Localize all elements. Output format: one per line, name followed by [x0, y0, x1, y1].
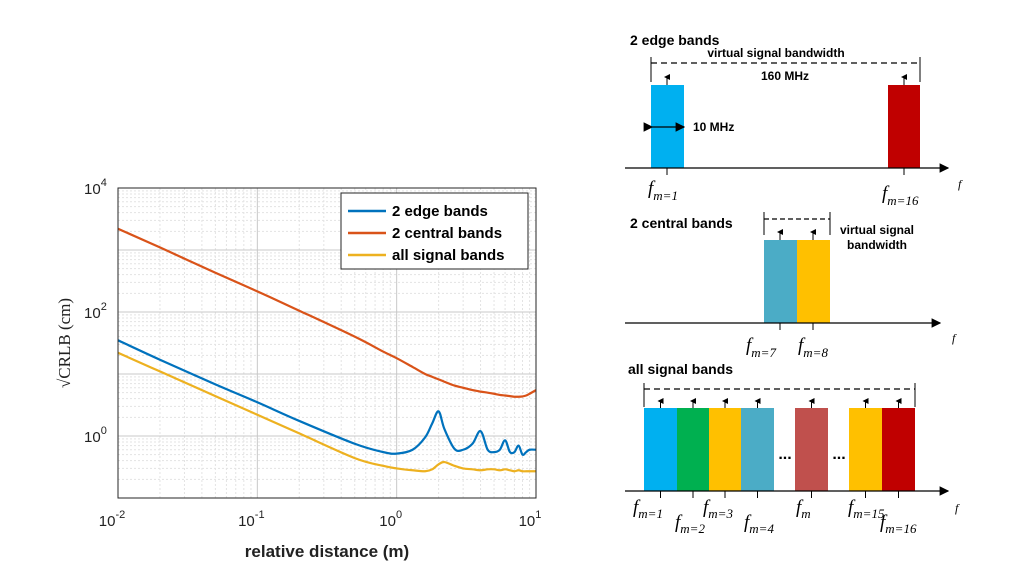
legend-label: 2 edge bands	[392, 203, 488, 220]
all-f-label: fm=16	[880, 512, 917, 536]
series-line-2	[118, 351, 536, 473]
all-ellipsis-2: ...	[832, 446, 845, 463]
all-f-label: fm=15	[848, 497, 885, 521]
panel-all-bands: all signal bands ... ... fm=1 fm=2fm=3 fm=…	[625, 361, 960, 536]
y-tick-label: 102	[84, 301, 107, 322]
all-band-5	[849, 408, 882, 491]
panel-central-title: 2 central bands	[630, 215, 733, 231]
band-diagram: 2 edge bands virtual signal bandwidth 16…	[625, 32, 963, 536]
y-axis-label: √CRLB (cm)	[55, 298, 74, 388]
central-bandwidth-label-2: bandwidth	[847, 238, 907, 252]
plot-frame	[117, 187, 537, 499]
all-ellipsis-1: ...	[778, 446, 791, 463]
all-band-1	[677, 408, 709, 491]
edge-f-label-1: fm=1	[648, 178, 678, 203]
x-tick-label: 100	[379, 509, 402, 530]
crlb-chart: 10-2 10-1 100 101 100 102 104 relative distan…	[55, 177, 541, 561]
central-f-label-8: fm=8	[798, 335, 828, 360]
all-band-4	[795, 408, 828, 491]
legend-items: 2 edge bands 2 central bands all signal ba…	[348, 203, 505, 264]
y-tick-labels: 100 102 104	[84, 177, 107, 446]
all-band-6	[882, 408, 915, 491]
x-tick-label: 101	[519, 509, 542, 530]
x-tick-label: 10-1	[238, 509, 264, 530]
all-f-label: fm	[796, 497, 811, 521]
all-f-label: fm=3	[703, 497, 733, 521]
all-band-0	[644, 408, 677, 491]
all-band-2	[709, 408, 741, 491]
panel-all-title: all signal bands	[628, 361, 733, 377]
legend: 2 edge bands 2 central bands all signal ba…	[340, 192, 529, 270]
band-width-label: 10 MHz	[693, 120, 734, 134]
legend-box	[340, 192, 529, 270]
central-band-7	[764, 240, 797, 323]
all-f-label: fm=2	[675, 512, 705, 536]
edge-band-16	[888, 85, 920, 168]
edge-span-label: 160 MHz	[761, 69, 809, 83]
central-band-8	[797, 240, 830, 323]
all-band-3	[741, 408, 774, 491]
y-tick-label: 100	[84, 425, 107, 446]
y-tick-label: 104	[84, 177, 107, 198]
panel-edge-title: 2 edge bands	[630, 32, 720, 48]
x-tick-label: 10-2	[99, 509, 125, 530]
x-tick-labels: 10-2 10-1 100 101	[99, 509, 542, 530]
central-axis-f: f	[952, 331, 957, 345]
panel-edge-bands: 2 edge bands virtual signal bandwidth 16…	[625, 32, 963, 208]
series-lines	[118, 227, 536, 473]
legend-label: 2 central bands	[392, 225, 502, 242]
panel-central-bands: 2 central bands virtual signal bandwidth…	[625, 212, 957, 360]
legend-label: all signal bands	[392, 247, 505, 264]
all-bands	[644, 398, 915, 491]
x-axis-label: relative distance (m)	[245, 542, 409, 561]
central-f-label-7: fm=7	[746, 335, 776, 360]
series-line-0	[118, 339, 536, 456]
edge-axis-f: f	[958, 177, 963, 191]
all-f-label: fm=1	[633, 497, 663, 521]
edge-f-label-16: fm=16	[882, 183, 919, 208]
central-bandwidth-label-1: virtual signal	[840, 223, 914, 237]
edge-bandwidth-label: virtual signal bandwidth	[707, 46, 844, 60]
all-axis-f: f	[955, 501, 960, 515]
series-line-1	[118, 227, 536, 398]
all-f-label: fm=4	[744, 512, 774, 536]
